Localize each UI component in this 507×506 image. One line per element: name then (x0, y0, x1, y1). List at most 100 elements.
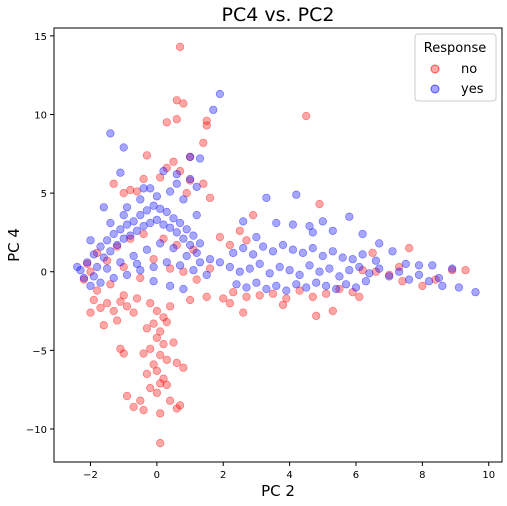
scatter-point-no-100 (242, 236, 251, 245)
scatter-point-no-94 (235, 226, 244, 235)
scatter-point-yes-30 (152, 215, 161, 224)
scatter-point-yes-79 (195, 154, 205, 163)
scatter-point-yes-140 (272, 218, 281, 228)
scatter-point-yes-153 (448, 264, 457, 273)
scatter-point-no-92 (182, 189, 191, 198)
scatter-point-no-74 (139, 174, 148, 184)
y-tick-label: 15 (34, 32, 47, 43)
scatter-point-yes-134 (341, 280, 351, 289)
scatter-point-yes-114 (288, 245, 298, 254)
scatter-point-yes-144 (328, 226, 337, 235)
scatter-point-yes-1 (83, 258, 92, 267)
scatter-point-yes-101 (375, 264, 384, 273)
scatter-point-no-117 (179, 267, 188, 276)
scatter-point-yes-148 (308, 228, 317, 237)
scatter-point-no-47 (179, 363, 188, 372)
scatter-point-yes-143 (318, 217, 327, 226)
scatter-point-no-49 (156, 439, 165, 448)
scatter-point-yes-81 (215, 89, 224, 99)
scatter-point-yes-89 (255, 259, 264, 269)
x-tick-label: 10 (482, 470, 495, 481)
scatter-point-no-24 (152, 333, 161, 342)
scatter-point-yes-15 (176, 218, 185, 228)
scatter-point-yes-126 (262, 284, 271, 294)
scatter-point-no-61 (308, 292, 317, 302)
scatter-point-yes-98 (345, 266, 354, 275)
scatter-point-yes-62 (179, 195, 188, 204)
scatter-point-no-98 (215, 233, 224, 242)
scatter-point-yes-118 (328, 247, 337, 256)
scatter-point-yes-25 (119, 234, 128, 243)
scatter-point-no-65 (239, 308, 248, 317)
scatter-point-no-69 (355, 292, 364, 302)
scatter-point-yes-100 (365, 269, 374, 278)
scatter-point-no-83 (202, 121, 211, 130)
scatter-point-yes-59 (136, 195, 145, 204)
scatter-point-no-29 (149, 360, 158, 369)
x-tick-label: 0 (154, 470, 160, 481)
scatter-point-no-111 (368, 248, 377, 257)
scatter-point-yes-86 (225, 262, 234, 272)
scatter-point-no-27 (156, 351, 165, 360)
scatter-point-yes-52 (176, 261, 185, 270)
scatter-point-no-41 (129, 402, 138, 412)
scatter-point-yes-124 (242, 283, 251, 292)
scatter-point-no-13 (132, 294, 142, 303)
scatter-point-no-17 (152, 306, 161, 316)
scatter-point-yes-48 (122, 270, 132, 280)
scatter-point-yes-44 (182, 251, 191, 261)
scatter-point-yes-11 (149, 201, 158, 210)
scatter-point-yes-128 (282, 286, 291, 295)
scatter-point-yes-5 (109, 229, 118, 239)
scatter-point-no-112 (86, 267, 95, 276)
scatter-point-yes-117 (318, 251, 327, 261)
scatter-point-yes-14 (169, 214, 178, 223)
scatter-point-no-72 (119, 189, 128, 198)
scatter-point-yes-16 (182, 225, 191, 234)
y-tick-label: −5 (32, 346, 47, 357)
scatter-point-yes-23 (106, 247, 115, 256)
scatter-point-yes-53 (189, 266, 198, 275)
scatter-point-no-57 (255, 291, 264, 300)
scatter-point-no-118 (192, 275, 201, 284)
scatter-point-yes-37 (89, 272, 98, 281)
scatter-point-yes-6 (116, 225, 125, 234)
plot-area-frame (53, 27, 503, 463)
scatter-point-no-115 (136, 273, 145, 283)
scatter-point-yes-116 (308, 244, 317, 253)
scatter-point-yes-65 (119, 211, 128, 220)
scatter-point-no-79 (176, 167, 185, 176)
scatter-point-no-44 (122, 391, 132, 401)
scatter-point-yes-131 (312, 278, 321, 287)
scatter-point-no-105 (405, 244, 414, 253)
scatter-point-yes-36 (192, 248, 201, 257)
scatter-point-no-99 (225, 240, 234, 250)
scatter-point-no-127 (149, 255, 158, 264)
scatter-point-no-58 (268, 289, 278, 298)
scatter-point-yes-94 (305, 261, 314, 270)
scatter-point-no-59 (282, 294, 291, 303)
scatter-point-no-15 (86, 308, 95, 317)
scatter-point-yes-102 (385, 272, 394, 281)
scatter-point-no-36 (162, 380, 171, 390)
scatter-point-no-93 (126, 185, 135, 195)
scatter-point-no-55 (229, 288, 238, 297)
scatter-point-yes-133 (332, 284, 341, 294)
scatter-point-yes-93 (295, 270, 304, 280)
scatter-point-yes-56 (86, 236, 95, 245)
scatter-point-no-32 (142, 369, 151, 379)
scatter-point-no-97 (315, 200, 324, 209)
scatter-point-no-4 (109, 306, 118, 316)
scatter-point-yes-137 (239, 217, 248, 226)
scatter-point-yes-38 (102, 264, 112, 273)
scatter-point-no-50 (139, 406, 148, 415)
scatter-point-yes-80 (209, 105, 218, 114)
scatter-point-yes-41 (142, 245, 151, 254)
scatter-point-yes-125 (252, 278, 261, 287)
scatter-point-no-104 (398, 277, 407, 286)
scatter-point-no-109 (461, 266, 470, 275)
scatter-point-yes-113 (278, 240, 288, 250)
scatter-point-no-70 (225, 299, 234, 308)
scatter-point-no-106 (418, 281, 427, 291)
